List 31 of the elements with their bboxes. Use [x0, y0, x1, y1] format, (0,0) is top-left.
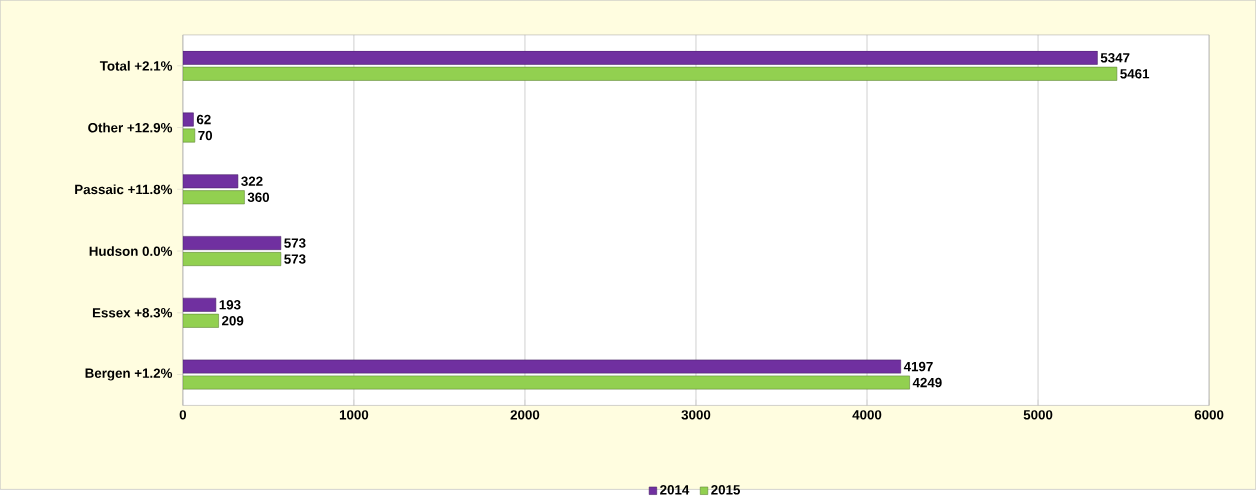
bar: [182, 66, 1118, 81]
x-tick-label: 1000: [339, 410, 369, 420]
x-tick-label: 0: [179, 410, 187, 420]
y-tick-label: Hudson 0.0%: [89, 246, 173, 257]
data-label: 322: [241, 176, 263, 187]
bar: [182, 50, 1098, 65]
x-tick-label: 4000: [852, 410, 882, 420]
y-tick-label: Essex +8.3%: [92, 308, 173, 318]
data-label: 5461: [1120, 69, 1150, 79]
data-label: 573: [284, 238, 306, 248]
data-label: 70: [198, 130, 213, 141]
data-label: 573: [284, 254, 306, 264]
x-tick-label: 2000: [510, 410, 540, 420]
y-tick-label: Other +12.9%: [88, 122, 173, 133]
data-label: 209: [222, 316, 244, 326]
legend-label: 2014: [660, 485, 690, 495]
x-tick-label: 6000: [1194, 410, 1224, 420]
data-label: 193: [219, 300, 241, 310]
bar: [182, 375, 910, 390]
y-tick-label: Total +2.1%: [99, 61, 173, 71]
x-tick-label: 3000: [681, 410, 711, 420]
data-label: 5347: [1100, 53, 1130, 63]
legend-label: 2015: [711, 485, 741, 495]
data-label: 360: [247, 192, 270, 203]
data-label: 4249: [912, 377, 942, 388]
bar: [182, 359, 901, 374]
y-tick-label: Bergen +1.2%: [85, 368, 173, 381]
y-tick-label: Passaic +11.8%: [75, 184, 173, 195]
data-label: 62: [196, 114, 211, 125]
data-label: 4197: [903, 361, 933, 372]
x-tick-label: 5000: [1023, 410, 1053, 420]
